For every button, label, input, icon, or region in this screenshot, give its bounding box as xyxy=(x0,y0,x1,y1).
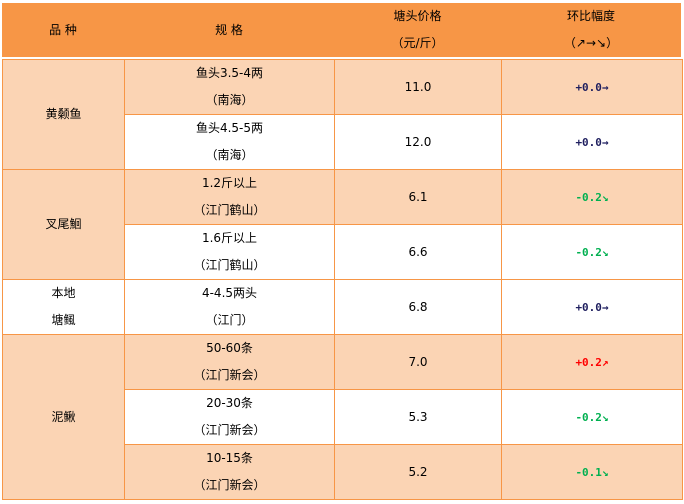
table-row: 叉尾鮰 1.2斤以上 （江门鹤山） 6.1 -0.2↘ xyxy=(2,169,683,280)
origin-text: （江门） xyxy=(205,313,254,327)
header-price-label: 塘头价格 xyxy=(393,9,442,23)
spec-cell: 10-15条 （江门新会） xyxy=(124,444,335,500)
change-cell: +0.0→ xyxy=(501,279,683,335)
price-cell: 12.0 xyxy=(334,114,502,170)
change-cell: +0.0→ xyxy=(501,59,683,115)
spec-text: 20-30条 xyxy=(206,396,253,410)
variety-cell: 黄颡鱼 xyxy=(2,59,125,170)
spec-cell: 50-60条 （江门新会） xyxy=(124,334,335,390)
spec-text: 4-4.5两头 xyxy=(201,286,258,300)
change-cell: -0.2↘ xyxy=(501,169,683,225)
price-cell: 11.0 xyxy=(334,59,502,115)
header-spec-label: 规 格 xyxy=(215,22,243,37)
spec-text: 1.2斤以上 xyxy=(201,176,258,190)
variety-text: 塘鲺 xyxy=(51,313,76,327)
origin-text: （江门鹤山） xyxy=(193,258,266,272)
header-price-unit: （元/斤） xyxy=(391,36,444,50)
spec-cell: 4-4.5两头 （江门） xyxy=(124,279,335,335)
spec-cell: 1.2斤以上 （江门鹤山） xyxy=(124,169,335,225)
header-change: 环比幅度 （↗→↘） xyxy=(501,3,681,57)
price-cell: 7.0 xyxy=(334,334,502,390)
header-spec: 规 格 xyxy=(124,3,334,57)
price-table: 黄颡鱼 鱼头3.5-4两 （南海） 11.0 +0.0→ 鱼头4.5-5两 （南海）… xyxy=(2,59,683,500)
price-cell: 6.1 xyxy=(334,169,502,225)
origin-text: （江门新会） xyxy=(193,478,266,492)
table-row: 泥鳅 50-60条 （江门新会） 7.0 +0.2↗ xyxy=(2,334,683,500)
price-cell: 6.6 xyxy=(334,224,502,280)
change-cell: +0.2↗ xyxy=(501,334,683,390)
origin-text: （南海） xyxy=(205,93,254,107)
variety-cell: 泥鳅 xyxy=(2,334,125,500)
origin-text: （江门新会） xyxy=(193,423,266,437)
spec-cell: 20-30条 （江门新会） xyxy=(124,389,335,445)
price-cell: 6.8 xyxy=(334,279,502,335)
variety-cell: 叉尾鮰 xyxy=(2,169,125,280)
origin-text: （南海） xyxy=(205,148,254,162)
variety-cell: 本地 塘鲺 xyxy=(2,279,125,335)
table-header: 品 种 规 格 塘头价格 （元/斤） 环比幅度 （↗→↘） xyxy=(2,3,681,57)
header-change-label: 环比幅度 xyxy=(566,9,615,23)
change-cell: -0.2↘ xyxy=(501,389,683,445)
change-cell: -0.2↘ xyxy=(501,224,683,280)
spec-cell: 鱼头3.5-4两 （南海） xyxy=(124,59,335,115)
spec-text: 50-60条 xyxy=(206,341,253,355)
spec-cell: 1.6斤以上 （江门鹤山） xyxy=(124,224,335,280)
header-variety: 品 种 xyxy=(2,3,124,57)
spec-text: 鱼头3.5-4两 xyxy=(195,66,264,80)
header-price: 塘头价格 （元/斤） xyxy=(334,3,501,57)
header-variety-label: 品 种 xyxy=(49,22,77,37)
spec-cell: 鱼头4.5-5两 （南海） xyxy=(124,114,335,170)
spec-text: 1.6斤以上 xyxy=(201,231,258,245)
origin-text: （江门新会） xyxy=(193,368,266,382)
table-row: 本地塘鲺 4-4.5两头 （江门） 6.8 +0.0→ xyxy=(2,279,683,335)
table-row: 鱼头4.5-5两 （南海） 12.0 +0.0→ xyxy=(2,114,683,170)
spec-text: 10-15条 xyxy=(206,451,253,465)
spec-text: 鱼头4.5-5两 xyxy=(195,121,264,135)
price-cell: 5.3 xyxy=(334,389,502,445)
header-change-legend: （↗→↘） xyxy=(563,36,619,50)
table-row: 黄颡鱼 鱼头3.5-4两 （南海） 11.0 +0.0→ xyxy=(2,59,683,170)
change-cell: +0.0→ xyxy=(501,114,683,170)
price-cell: 5.2 xyxy=(334,444,502,500)
variety-text: 本地 xyxy=(51,286,76,300)
origin-text: （江门鹤山） xyxy=(193,203,266,217)
change-cell: -0.1↘ xyxy=(501,444,683,500)
